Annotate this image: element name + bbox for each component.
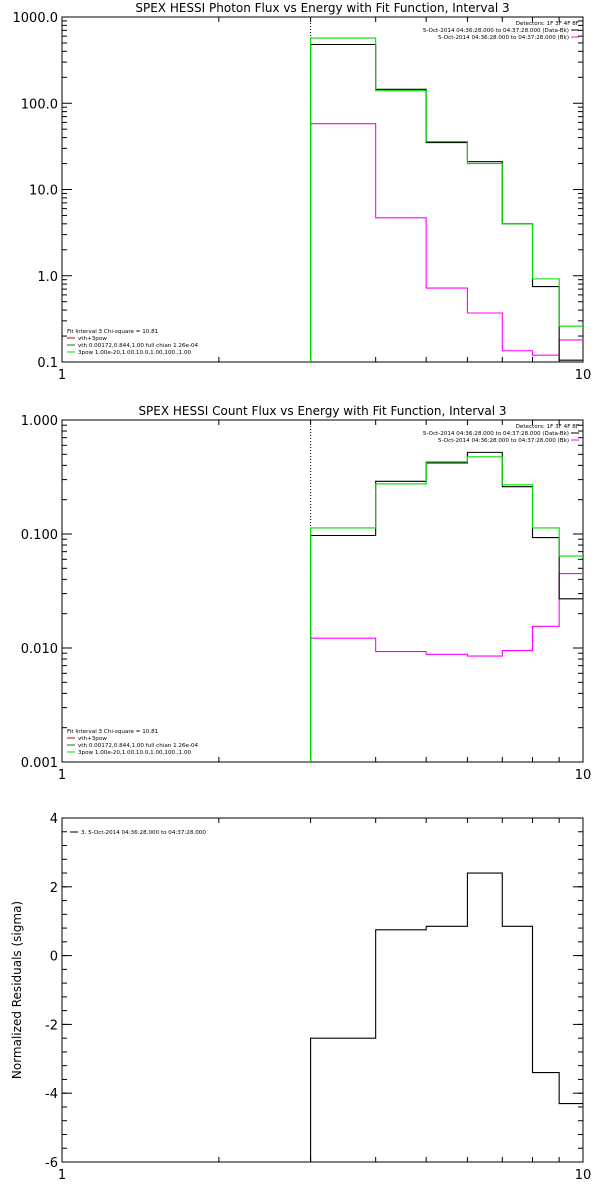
- y-tick-label: 0.001: [21, 756, 58, 771]
- fit-legend-entry: vth 0.00172,0.844,1.00 full chian 1.26e-…: [78, 743, 199, 749]
- legend-entry: 5-Oct-2014 04:36:28.000 to 04:37:28.000 …: [423, 431, 569, 437]
- series-data-line: [310, 451, 583, 762]
- legend-entry: Detectors: 1F 3F 4F 8F: [516, 424, 579, 430]
- y-tick-label: 4: [50, 812, 58, 827]
- legend-entry: 5-Oct-2014 04:36:28.000 to 04:37:28.000 …: [438, 438, 569, 444]
- y-tick-label: 0.010: [21, 642, 58, 657]
- legend-entry: 5-Oct-2014 04:36:28.000 to 04:37:28.000 …: [438, 35, 569, 41]
- y-tick-label: -6: [45, 1156, 58, 1171]
- y-tick-label: 0: [50, 950, 58, 965]
- plot-frame: [61, 16, 584, 363]
- x-tick-label: 1: [58, 768, 66, 783]
- series-model-line: [310, 456, 583, 762]
- plot-title: SPEX HESSI Count Flux vs Energy with Fit…: [138, 404, 506, 418]
- series-background-line: [310, 572, 583, 762]
- legend-entry: 3. 5-Oct-2014 04:36:28.000 to 04:37:28.0…: [81, 830, 206, 836]
- x-tick-label: 1: [58, 1168, 66, 1183]
- series-residuals-line: [310, 872, 583, 1162]
- legend-entry: Detectors: 1F 3F 4F 8F: [516, 21, 579, 27]
- plot-frame: [61, 817, 584, 1163]
- y-tick-label: 0.1: [37, 356, 58, 371]
- y-tick-label: 2: [50, 881, 58, 896]
- fit-legend-entry: 3pow 1.00e-20,1.00,10.0,1.00,100.,1.00: [78, 350, 192, 356]
- series-background-line: [310, 123, 583, 362]
- series-model-line: [310, 37, 583, 362]
- x-tick-label: 10: [575, 768, 592, 783]
- fit-legend-entry: vth+3pow: [78, 336, 107, 342]
- fit-legend-entry: 3pow 1.00e-20,1.00,10.0,1.00,100.,1.00: [78, 750, 192, 756]
- fit-legend-entry: Fit Interval 3 Chi-square = 10.81: [67, 729, 159, 735]
- y-axis-label: Normalized Residuals (sigma): [10, 901, 24, 1079]
- y-tick-label: 10.0: [29, 184, 58, 199]
- y-tick-label: -2: [45, 1018, 58, 1033]
- y-tick-label: 1000.0: [13, 11, 59, 26]
- plot-frame: [61, 419, 584, 763]
- y-tick-label: -4: [45, 1087, 58, 1102]
- legend-entry: 5-Oct-2014 04:36:28.000 to 04:37:28.000 …: [423, 28, 569, 34]
- fit-legend-entry: Fit Interval 3 Chi-square = 10.81: [67, 329, 159, 335]
- y-tick-label: 1.000: [21, 414, 58, 429]
- x-tick-label: 1: [58, 368, 66, 383]
- plot-title: SPEX HESSI Photon Flux vs Energy with Fi…: [135, 1, 509, 15]
- fit-legend-entry: vth 0.00172,0.844,1.00 full chian 1.26e-…: [78, 343, 199, 349]
- x-tick-label: 10: [575, 1168, 592, 1183]
- x-tick-label: 10: [575, 368, 592, 383]
- fit-legend-entry: vth+3pow: [78, 736, 107, 742]
- y-tick-label: 100.0: [21, 97, 58, 112]
- y-tick-label: 0.100: [21, 528, 58, 543]
- y-tick-label: 1.0: [37, 270, 58, 285]
- series-data-line: [310, 43, 583, 362]
